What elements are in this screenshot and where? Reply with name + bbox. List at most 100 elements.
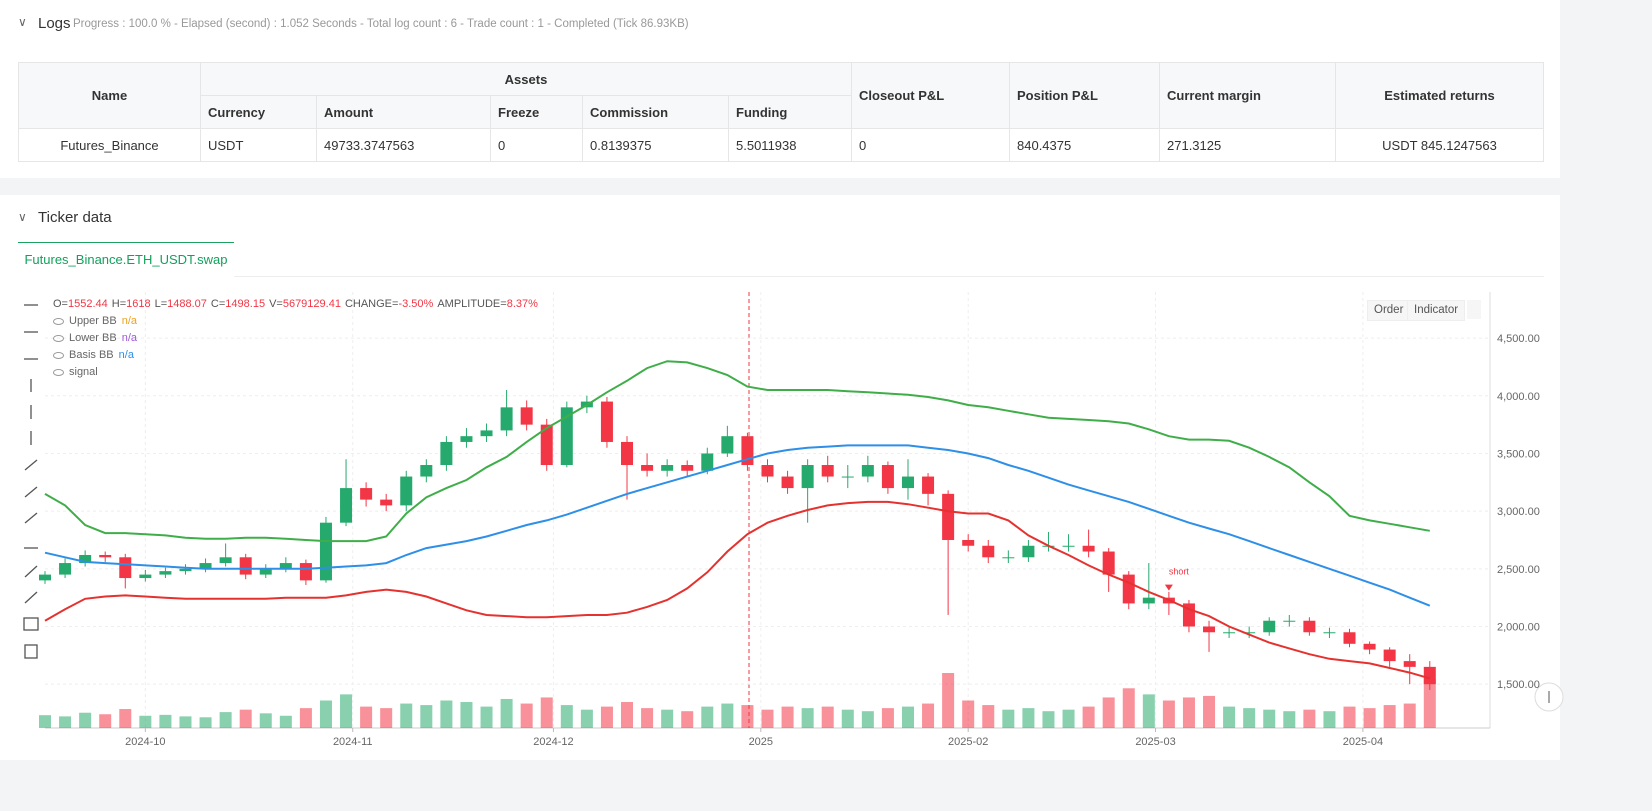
expand-button[interactable] xyxy=(1467,300,1481,319)
candle-body xyxy=(1203,626,1216,633)
candle-body xyxy=(721,436,734,454)
tab-divider xyxy=(18,276,1544,277)
candle-body xyxy=(299,563,312,581)
candle-body xyxy=(400,476,413,506)
candle-body xyxy=(1243,632,1256,634)
volume-bar xyxy=(279,715,292,728)
info-label: H= xyxy=(111,298,127,310)
volume-bar xyxy=(540,697,553,728)
volume-bar xyxy=(1283,711,1296,728)
volume-bar xyxy=(701,706,714,728)
delete-icon[interactable] xyxy=(24,644,38,659)
header-cell: Amount xyxy=(316,95,491,129)
volume-bar xyxy=(962,700,975,728)
candle-body xyxy=(801,465,814,489)
info-label: CHANGE= xyxy=(344,298,399,310)
candle-body xyxy=(179,568,192,572)
candle-body xyxy=(600,401,613,442)
volume-bar xyxy=(99,714,112,728)
header-cell: Funding xyxy=(728,95,852,129)
legend-entry[interactable]: Lower BB n/a xyxy=(53,332,137,344)
volume-bar xyxy=(741,705,754,728)
candle-body xyxy=(360,488,373,500)
volume-bar xyxy=(319,700,332,728)
volume-bar xyxy=(420,705,433,728)
volume-bar xyxy=(781,706,794,728)
candle-body xyxy=(239,557,252,575)
header-cell: Assets xyxy=(200,62,852,96)
volume-bar xyxy=(1182,697,1195,728)
volume-bar xyxy=(1243,708,1256,728)
candle-body xyxy=(841,476,854,478)
eye-icon xyxy=(53,368,64,376)
candle-body xyxy=(962,539,975,546)
candle-body xyxy=(540,424,553,466)
tool-icon[interactable] xyxy=(24,486,38,498)
volume-bar xyxy=(1102,697,1115,728)
volume-bar xyxy=(821,706,834,728)
candle-body xyxy=(1383,649,1396,662)
chart-button[interactable]: Order xyxy=(1367,300,1411,321)
tool-icon[interactable] xyxy=(24,512,38,524)
info-label: O= xyxy=(53,298,68,310)
candle-body xyxy=(119,557,132,579)
volume-bar xyxy=(1203,695,1216,728)
candle-body xyxy=(1022,545,1035,558)
candle-body xyxy=(440,441,453,466)
x-tick-label: 2025-04 xyxy=(1343,736,1383,748)
tool-icon[interactable] xyxy=(24,459,38,471)
volume-bar xyxy=(1383,705,1396,728)
candle-body xyxy=(259,568,272,575)
candle-body xyxy=(279,563,292,569)
volume-bar xyxy=(400,703,413,728)
candle-body xyxy=(1263,620,1276,633)
info-value: 1498.15 xyxy=(225,298,266,310)
collapse-icon[interactable]: ∨ xyxy=(18,15,27,29)
candle-body xyxy=(1102,551,1115,575)
legend-entry[interactable]: signal xyxy=(53,366,103,378)
volume-bar xyxy=(1082,706,1095,728)
candle-body xyxy=(219,557,232,564)
volume-bar xyxy=(380,708,393,728)
info-label: V= xyxy=(269,298,283,310)
volume-bar xyxy=(761,709,774,728)
volume-bar xyxy=(59,716,72,728)
y-tick-label: 3,000.00 xyxy=(1497,506,1540,518)
volume-bar xyxy=(1343,706,1356,728)
tab[interactable]: Futures_Binance.ETH_USDT.swap xyxy=(18,242,234,277)
tool-icon[interactable] xyxy=(24,591,38,604)
tool-icon[interactable] xyxy=(23,617,39,631)
volume-bar xyxy=(199,717,212,728)
toolbar xyxy=(23,304,39,659)
legend-name: signal xyxy=(69,366,98,378)
band-line xyxy=(44,444,1431,607)
tool-icon[interactable] xyxy=(24,565,38,578)
volume-bar xyxy=(1303,709,1316,728)
candle-body xyxy=(1403,661,1416,667)
legend-entry[interactable]: Basis BB n/a xyxy=(53,349,134,361)
header-cell: Name xyxy=(18,62,201,129)
info-label: AMPLITUDE= xyxy=(437,298,507,310)
candle-body xyxy=(1303,620,1316,633)
volume-bar xyxy=(1323,711,1336,728)
header-cell: Closeout P&L xyxy=(851,62,1010,129)
table-cell: 0.8139375 xyxy=(582,128,729,162)
legend-entry[interactable]: Upper BB n/a xyxy=(53,315,137,327)
candle-body xyxy=(1062,545,1075,547)
volume-bar xyxy=(139,715,152,728)
x-tick-label: 2025-02 xyxy=(948,736,988,748)
info-label: L= xyxy=(154,298,168,310)
volume-bar xyxy=(219,712,232,728)
volume-bar xyxy=(861,711,874,728)
collapse-icon[interactable]: ∨ xyxy=(18,210,27,224)
info-value: 1488.07 xyxy=(167,298,207,310)
chart-button[interactable]: Indicator xyxy=(1407,300,1466,321)
volume-bar xyxy=(1062,709,1075,728)
x-tick-label: 2025 xyxy=(749,736,773,748)
volume-bar xyxy=(600,706,613,728)
volume-bar xyxy=(801,708,814,728)
ticker-title: Ticker data xyxy=(38,209,112,226)
volume-bar xyxy=(580,709,593,728)
candle-body xyxy=(139,574,152,579)
